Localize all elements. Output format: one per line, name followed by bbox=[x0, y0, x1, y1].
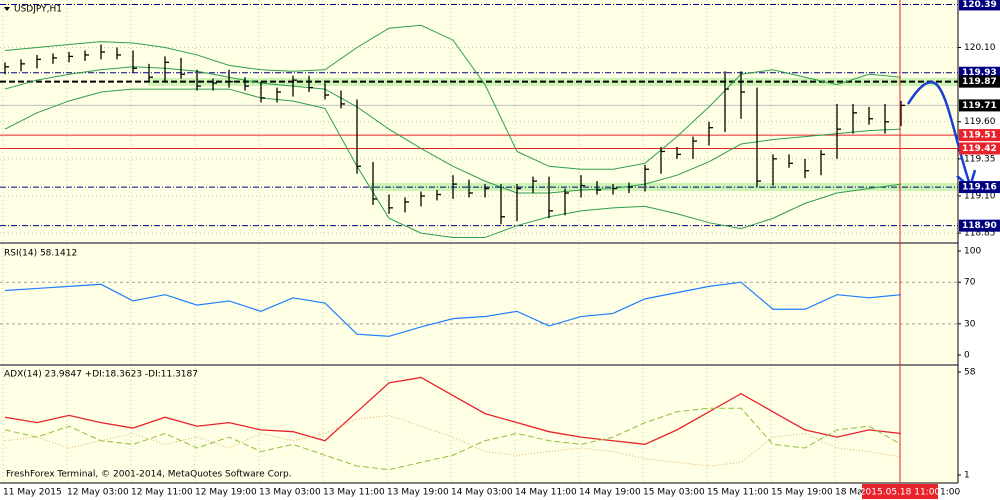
rsi-title: RSI(14) 58.1412 bbox=[4, 249, 77, 259]
cursor-time-box bbox=[862, 484, 938, 499]
level-label-box bbox=[959, 181, 1000, 194]
adx-tick-label: 1 bbox=[964, 471, 970, 481]
level-label: 119.16 bbox=[962, 183, 997, 193]
time-label: 13 May 11:00 bbox=[323, 488, 385, 498]
adx-line bbox=[4, 376, 902, 445]
chart-title: USDJPY,H1 bbox=[14, 5, 62, 15]
main-panel bbox=[0, 0, 958, 242]
time-label: 14 May 11:00 bbox=[515, 488, 577, 498]
level-label-box bbox=[959, 0, 1000, 11]
level-label: 119.93 bbox=[962, 68, 997, 78]
rsi-tick-label: 70 bbox=[964, 278, 976, 288]
adx-title: ADX(14) 23.9847 +DI:18.3623 -DI:11.3187 bbox=[4, 370, 198, 380]
footer: FreshForex Terminal, © 2001-2014, MetaQu… bbox=[6, 470, 292, 480]
adx-line bbox=[4, 407, 902, 471]
bollinger-band bbox=[4, 88, 902, 239]
rsi-tick-label: 100 bbox=[964, 247, 981, 257]
bollinger-band bbox=[4, 24, 902, 170]
rsi-tick-label: 0 bbox=[964, 351, 970, 361]
level-label-box bbox=[959, 219, 1000, 232]
time-label: 15 May 11:00 bbox=[707, 488, 769, 498]
time-label: 18 Ma bbox=[835, 488, 863, 498]
menu-arrow[interactable] bbox=[4, 7, 10, 11]
level-label-box bbox=[959, 142, 1000, 155]
level-label: 119.87 bbox=[962, 77, 997, 87]
time-label: 12 May 19:00 bbox=[195, 488, 257, 498]
level-label: 120.39 bbox=[962, 0, 997, 10]
rsi-tick-label: 30 bbox=[964, 319, 976, 329]
adx-line bbox=[4, 414, 902, 467]
time-label: 15 May 19:00 bbox=[771, 488, 833, 498]
level-label-box bbox=[959, 99, 1000, 112]
level-label: 119.42 bbox=[962, 144, 997, 154]
level-label-box bbox=[959, 129, 1000, 142]
time-label: 13 May 19:00 bbox=[387, 488, 449, 498]
time-label: 12 May 03:00 bbox=[67, 488, 129, 498]
time-label: 14 May 19:00 bbox=[579, 488, 641, 498]
rsi-line bbox=[4, 281, 902, 337]
level-label: 119.71 bbox=[962, 101, 997, 111]
cursor-time: 2015.05.18 11:00 bbox=[860, 488, 941, 498]
time-label: 12 May 11:00 bbox=[131, 488, 193, 498]
adx-tick-label: 58 bbox=[964, 368, 976, 378]
adx-panel bbox=[0, 366, 958, 483]
level-label: 118.90 bbox=[962, 221, 997, 231]
rsi-panel bbox=[0, 244, 958, 364]
time-label: 11 May 2015 bbox=[3, 488, 62, 498]
time-label: 13 May 03:00 bbox=[259, 488, 321, 498]
time-label-tail: 1:00 bbox=[940, 488, 960, 498]
y-tick-label: 118.85 bbox=[964, 229, 996, 239]
plot-layer bbox=[0, 3, 958, 471]
bollinger-band bbox=[4, 66, 902, 194]
y-tick-label: 119.60 bbox=[964, 117, 996, 127]
time-label: 14 May 03:00 bbox=[451, 488, 513, 498]
level-label-box bbox=[959, 75, 1000, 88]
y-tick-label: 119.35 bbox=[964, 154, 996, 164]
y-tick-label: 120.10 bbox=[964, 43, 996, 53]
y-tick-label: 119.10 bbox=[964, 191, 996, 201]
time-label: 15 May 03:00 bbox=[643, 488, 705, 498]
level-label: 119.51 bbox=[962, 131, 997, 141]
